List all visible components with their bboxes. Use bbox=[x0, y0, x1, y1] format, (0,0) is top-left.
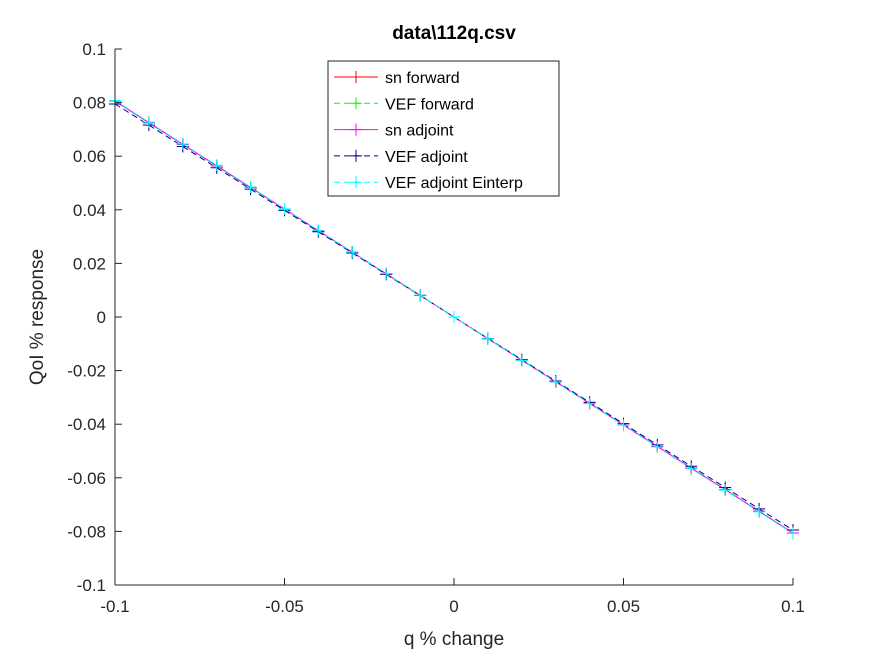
x-axis-ticks: -0.1 -0.05 0 0.05 0.1 bbox=[100, 578, 805, 616]
data-point-marker bbox=[176, 137, 189, 150]
legend-entry: VEF forward bbox=[334, 96, 474, 113]
legend-entry: sn adjoint bbox=[334, 123, 454, 140]
legend-marker bbox=[350, 123, 362, 136]
y-tick-label: -0.02 bbox=[67, 362, 106, 381]
data-point-marker bbox=[719, 484, 732, 497]
legend-entry: sn forward bbox=[334, 70, 460, 87]
data-point-marker bbox=[210, 159, 223, 172]
legend-label: sn forward bbox=[385, 70, 460, 87]
legend-marker bbox=[350, 97, 362, 110]
y-axis-ticks: 0.1 0.08 0.06 0.04 0.02 0 -0.02 -0.04 -0.06 -0.08… bbox=[67, 40, 122, 595]
data-point-marker bbox=[312, 224, 325, 237]
data-point-marker bbox=[414, 289, 427, 302]
legend-entry: VEF adjoint Einterp bbox=[334, 175, 523, 192]
data-point-marker bbox=[583, 397, 596, 410]
x-tick-label: 0.1 bbox=[781, 597, 805, 616]
y-tick-label: -0.08 bbox=[67, 522, 106, 541]
data-point-marker bbox=[617, 419, 630, 432]
legend-label: VEF adjoint bbox=[385, 149, 468, 166]
y-tick-label: 0.04 bbox=[73, 201, 106, 220]
y-tick-label: 0.06 bbox=[73, 147, 106, 166]
legend-label: VEF adjoint Einterp bbox=[385, 175, 523, 192]
x-tick-label: -0.05 bbox=[265, 597, 304, 616]
series-layer bbox=[109, 94, 799, 540]
data-point-marker bbox=[346, 246, 359, 259]
data-point-marker bbox=[549, 375, 562, 388]
legend: sn forward VEF forward sn adjoint VEF adjoi… bbox=[327, 60, 560, 197]
data-point-marker bbox=[515, 354, 528, 367]
series-vef-adjoint-einterp bbox=[109, 94, 799, 540]
data-point-marker bbox=[787, 527, 799, 540]
y-tick-label: 0.1 bbox=[82, 40, 106, 59]
data-point-marker bbox=[278, 202, 291, 215]
y-tick-label: 0.08 bbox=[73, 94, 106, 113]
x-tick-label: 0 bbox=[449, 597, 458, 616]
legend-box bbox=[327, 60, 560, 197]
y-tick-label: -0.1 bbox=[77, 576, 106, 595]
data-point-marker bbox=[481, 332, 494, 345]
x-tick-label: -0.1 bbox=[100, 597, 129, 616]
legend-entry: VEF adjoint bbox=[334, 149, 468, 166]
legend-marker bbox=[350, 71, 362, 83]
legend-marker bbox=[350, 176, 362, 189]
x-tick-label: 0.05 bbox=[607, 597, 640, 616]
data-point-marker bbox=[142, 116, 155, 129]
data-point-marker bbox=[753, 505, 766, 518]
legend-label: sn adjoint bbox=[385, 123, 454, 140]
data-point-marker bbox=[685, 462, 698, 475]
y-axis-label: QoI % response bbox=[27, 249, 48, 385]
y-tick-label: -0.06 bbox=[67, 469, 106, 488]
x-axis-label: q % change bbox=[404, 629, 504, 650]
data-point-marker bbox=[380, 267, 393, 280]
y-tick-label: -0.04 bbox=[67, 415, 106, 434]
legend-marker bbox=[350, 149, 362, 162]
chart-title: data\112q.csv bbox=[392, 23, 516, 44]
legend-label: VEF forward bbox=[385, 96, 474, 113]
data-point-marker bbox=[244, 181, 257, 194]
y-tick-label: 0 bbox=[97, 308, 106, 327]
data-point-marker bbox=[448, 311, 460, 323]
data-point-marker bbox=[651, 440, 664, 453]
y-tick-label: 0.02 bbox=[73, 254, 106, 273]
